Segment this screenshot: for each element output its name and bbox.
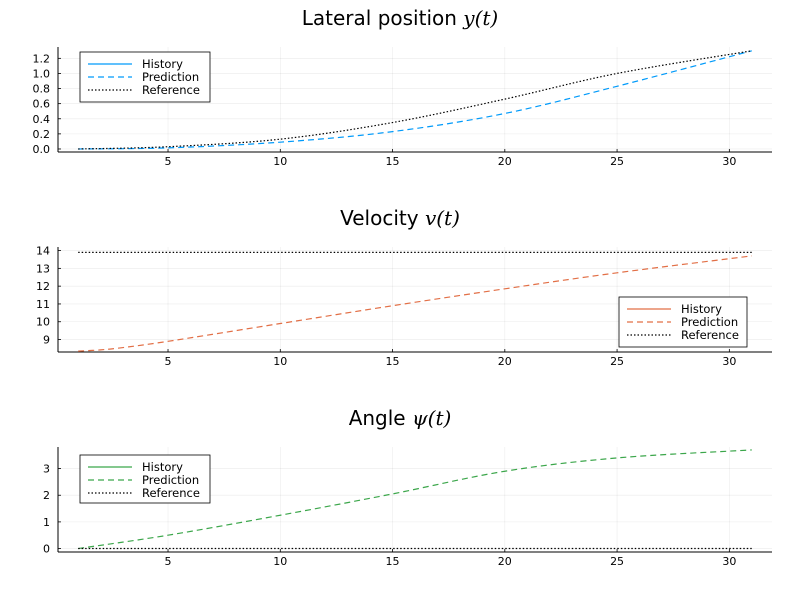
x-tick-label: 5 [165, 155, 172, 168]
x-tick-label: 20 [498, 355, 512, 368]
angle-panel: Angle ψ(t) 5 10 15 20 25 30 0 1 2 3 HistoryPredicti… [43, 406, 772, 568]
chart-title: Lateral position y(t) [302, 6, 498, 30]
x-tick-label: 20 [498, 555, 512, 568]
chart-title-math: y(t) [462, 6, 498, 30]
legend-label-history: History [681, 302, 722, 316]
y-tick-label: 0 [43, 543, 50, 556]
series-line-prediction [78, 255, 752, 352]
chart-title-math: v(t) [425, 206, 460, 230]
y-tick-label: 2 [43, 489, 50, 502]
legend-label-prediction: Prediction [142, 70, 199, 84]
legend-box [79, 454, 211, 504]
velocity-panel: Velocity v(t) 5 10 15 20 25 30 9 10 11 12 13 14 Histo… [36, 206, 772, 368]
y-tick-label: 3 [43, 463, 50, 476]
y-tick-label: 13 [36, 262, 50, 275]
chart-title: Velocity v(t) [340, 206, 460, 230]
lateral-position-panel: Lateral position y(t) 5 10 15 20 25 30 0.0 0.2 0.… [33, 6, 772, 168]
y-tick-label: 1.0 [33, 67, 51, 80]
chart-title-text: Angle [349, 406, 412, 430]
y-tick-label: 0.4 [33, 113, 51, 126]
legend-label-history: History [142, 460, 183, 474]
legend-label-prediction: Prediction [142, 473, 199, 487]
x-tick-label: 30 [722, 355, 736, 368]
series-line-prediction [78, 449, 752, 550]
x-tick-label: 15 [386, 355, 400, 368]
x-tick-label: 15 [386, 155, 400, 168]
chart-title-math: ψ(t) [412, 406, 451, 430]
y-tick-label: 0.6 [33, 98, 51, 111]
x-tick-label: 15 [386, 555, 400, 568]
legend-label-reference: Reference [142, 486, 200, 500]
y-tick-label: 11 [36, 298, 50, 311]
legend-label-reference: Reference [681, 328, 739, 342]
x-tick-label: 20 [498, 155, 512, 168]
x-tick-label: 25 [610, 355, 624, 368]
x-tick-label: 5 [165, 355, 172, 368]
y-tick-label: 14 [36, 245, 50, 258]
y-tick-label: 0.2 [33, 128, 51, 141]
series-line-prediction [78, 50, 752, 150]
y-tick-label: 0.0 [33, 143, 51, 156]
x-tick-label: 10 [273, 555, 287, 568]
x-tick-label: 5 [165, 555, 172, 568]
x-tick-label: 10 [273, 155, 287, 168]
x-tick-label: 25 [610, 155, 624, 168]
series-line-reference [78, 50, 752, 150]
y-tick-label: 0.8 [33, 83, 51, 96]
x-tick-label: 30 [722, 555, 736, 568]
x-tick-label: 25 [610, 555, 624, 568]
y-tick-label: 12 [36, 280, 50, 293]
legend-label-prediction: Prediction [681, 315, 738, 329]
y-tick-label: 9 [43, 334, 50, 347]
y-tick-label: 1.2 [33, 52, 51, 65]
chart-title-text: Velocity [340, 206, 425, 230]
legend-label-history: History [142, 57, 183, 71]
y-tick-label: 10 [36, 316, 50, 329]
chart-title: Angle ψ(t) [349, 406, 452, 430]
legend-label-reference: Reference [142, 83, 200, 97]
x-tick-label: 30 [722, 155, 736, 168]
y-tick-label: 1 [43, 516, 50, 529]
chart-title-text: Lateral position [302, 6, 464, 30]
x-tick-label: 10 [273, 355, 287, 368]
